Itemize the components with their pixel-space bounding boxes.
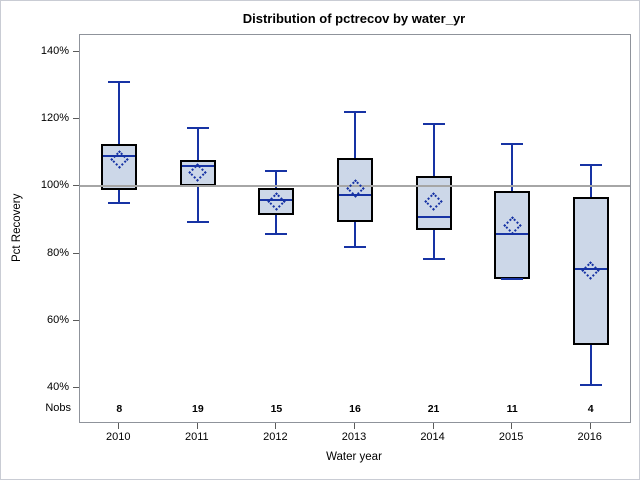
y-tick-mark [73, 185, 79, 187]
whisker-upper-cap [422, 123, 445, 126]
y-tick-mark [73, 252, 79, 254]
box [101, 144, 138, 190]
y-tick-label: 100% [40, 179, 69, 192]
whisker-lower-cap [186, 220, 209, 223]
y-tick-mark [73, 387, 79, 389]
whisker-lower-cap [422, 257, 445, 260]
whisker-upper-cap [108, 81, 131, 84]
y-tick-label: 40% [46, 381, 69, 394]
median-line [103, 155, 136, 158]
whisker-upper-cap [186, 126, 209, 129]
nobs-row-label: Nobs [45, 402, 71, 414]
whisker-lower-line [118, 189, 121, 204]
box [258, 188, 295, 216]
whisker-lower-line [275, 215, 278, 234]
x-tick-label: 2013 [341, 431, 367, 443]
x-tick-mark [354, 423, 355, 429]
whisker-upper-cap [344, 111, 366, 114]
whisker-upper-cap [501, 143, 524, 146]
box [337, 157, 373, 222]
median-line [339, 193, 371, 196]
whisker-lower-line [196, 186, 199, 222]
x-tick-mark [511, 423, 513, 429]
whisker-upper-line [589, 164, 592, 197]
x-tick-label: 2016 [577, 431, 602, 443]
nobs-value: 19 [192, 403, 204, 415]
y-tick-label: 80% [46, 246, 69, 259]
x-tick-mark [432, 423, 434, 429]
median-line [181, 165, 214, 168]
median-line [417, 215, 450, 218]
whisker-upper-line [196, 127, 199, 160]
median-line [260, 198, 293, 201]
nobs-value: 15 [270, 403, 283, 415]
x-tick-label: 2010 [106, 431, 131, 443]
y-tick-mark [73, 118, 79, 120]
y-axis-title: Pct Recovery [11, 193, 23, 262]
whisker-upper-cap [265, 170, 288, 173]
x-tick-label: 2015 [498, 431, 524, 443]
whisker-upper-line [275, 171, 278, 189]
whisker-upper-line [354, 112, 356, 158]
nobs-value: 8 [116, 403, 123, 415]
x-tick-label: 2011 [185, 431, 209, 443]
whisker-upper-line [511, 144, 514, 192]
median-line [574, 267, 607, 270]
box [494, 191, 531, 279]
nobs-value: 4 [587, 403, 594, 415]
x-tick-mark [196, 423, 198, 429]
x-tick-mark [118, 423, 120, 429]
box [179, 159, 216, 187]
whisker-lower-cap [501, 277, 524, 280]
chart-title: Distribution of pctrecov by water_yr [242, 11, 466, 26]
y-tick-mark [73, 320, 79, 322]
whisker-upper-line [118, 82, 121, 145]
x-tick-label: 2014 [420, 431, 445, 443]
plot-area: 8 19 15 16 21 11 4 [79, 34, 631, 423]
nobs-value: 16 [349, 403, 361, 415]
x-axis-title: Water year [326, 451, 382, 463]
box [415, 176, 452, 231]
whisker-lower-line [589, 344, 592, 385]
x-tick-label: 2012 [263, 431, 288, 443]
y-tick-label: 140% [40, 44, 69, 57]
nobs-value: 11 [506, 403, 518, 415]
reference-line [80, 185, 630, 188]
whisker-upper-line [432, 124, 435, 177]
x-tick-mark [589, 423, 591, 429]
nobs-value: 21 [427, 403, 440, 415]
y-tick-label: 120% [40, 112, 69, 125]
whisker-lower-cap [344, 246, 366, 248]
x-tick-mark [275, 423, 277, 429]
whisker-lower-line [432, 230, 435, 259]
whisker-lower-cap [265, 232, 288, 235]
whisker-lower-line [354, 221, 356, 247]
whisker-upper-cap [579, 163, 602, 166]
whisker-lower-cap [108, 202, 131, 205]
whisker-lower-cap [579, 383, 602, 386]
box [572, 196, 609, 345]
y-tick-label: 60% [46, 314, 69, 327]
y-tick-mark [73, 50, 79, 52]
median-line [496, 232, 529, 235]
